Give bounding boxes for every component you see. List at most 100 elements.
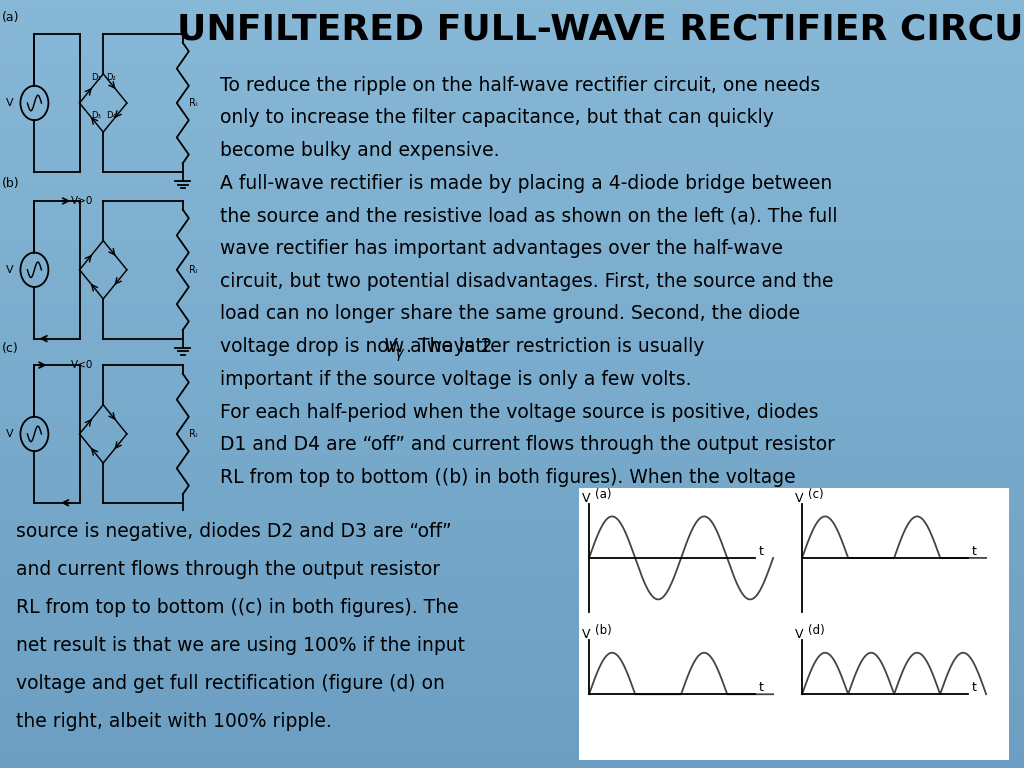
Text: load can no longer share the same ground. Second, the diode: load can no longer share the same ground… xyxy=(220,304,801,323)
Bar xyxy=(0,535,1024,538)
Bar xyxy=(0,389,1024,392)
Bar xyxy=(0,440,1024,443)
Bar xyxy=(0,48,1024,51)
Bar xyxy=(0,614,1024,617)
Text: t: t xyxy=(972,681,976,694)
Bar xyxy=(0,187,1024,190)
Bar xyxy=(0,707,1024,709)
Bar xyxy=(0,276,1024,279)
Bar xyxy=(0,133,1024,136)
Bar xyxy=(0,453,1024,455)
Text: A full-wave rectifier is made by placing a 4-diode bridge between: A full-wave rectifier is made by placing… xyxy=(220,174,833,193)
Bar xyxy=(0,317,1024,320)
Bar xyxy=(0,286,1024,290)
Bar xyxy=(0,382,1024,384)
Bar xyxy=(0,353,1024,356)
Bar xyxy=(0,141,1024,144)
Bar xyxy=(0,697,1024,699)
Bar xyxy=(0,41,1024,44)
Bar xyxy=(0,627,1024,630)
Bar xyxy=(0,215,1024,217)
Text: V: V xyxy=(582,628,591,641)
Bar xyxy=(0,476,1024,478)
Text: important if the source voltage is only a few volts.: important if the source voltage is only … xyxy=(220,370,691,389)
Bar xyxy=(0,169,1024,171)
Bar xyxy=(0,154,1024,156)
Bar xyxy=(0,466,1024,468)
Text: net result is that we are using 100% if the input: net result is that we are using 100% if … xyxy=(16,636,465,655)
Bar xyxy=(0,724,1024,727)
Bar xyxy=(0,302,1024,305)
Bar xyxy=(0,67,1024,69)
Bar xyxy=(0,474,1024,476)
Bar xyxy=(0,98,1024,100)
Bar xyxy=(0,92,1024,94)
Bar xyxy=(0,576,1024,578)
Bar xyxy=(0,676,1024,678)
Bar xyxy=(0,192,1024,194)
Bar xyxy=(0,586,1024,589)
Bar xyxy=(0,230,1024,233)
Bar xyxy=(0,59,1024,61)
Bar xyxy=(0,179,1024,182)
Bar xyxy=(0,182,1024,184)
Bar xyxy=(0,712,1024,714)
Bar xyxy=(0,538,1024,540)
Bar xyxy=(0,243,1024,246)
Bar xyxy=(0,202,1024,205)
Bar xyxy=(0,210,1024,213)
Bar xyxy=(0,177,1024,179)
Text: V: V xyxy=(795,628,804,641)
Bar xyxy=(0,678,1024,681)
Bar xyxy=(0,392,1024,394)
Bar xyxy=(0,561,1024,563)
Bar xyxy=(0,647,1024,650)
Text: V<0: V<0 xyxy=(71,359,93,369)
Bar xyxy=(0,374,1024,376)
Bar xyxy=(0,144,1024,146)
Bar xyxy=(0,758,1024,760)
Bar xyxy=(0,553,1024,555)
Bar xyxy=(0,284,1024,286)
Bar xyxy=(0,77,1024,79)
Bar xyxy=(0,118,1024,121)
Bar xyxy=(0,223,1024,225)
Bar xyxy=(0,167,1024,169)
Text: V>0: V>0 xyxy=(71,196,93,206)
Bar xyxy=(0,425,1024,428)
Bar xyxy=(0,578,1024,581)
Bar xyxy=(0,540,1024,543)
Bar xyxy=(0,333,1024,336)
Bar xyxy=(0,497,1024,499)
Bar xyxy=(0,471,1024,474)
Bar xyxy=(0,607,1024,609)
Bar xyxy=(0,409,1024,412)
Bar xyxy=(0,386,1024,389)
Bar xyxy=(0,105,1024,108)
Bar xyxy=(0,131,1024,133)
Bar xyxy=(0,489,1024,492)
Text: UNFILTERED FULL-WAVE RECTIFIER CIRCUIT: UNFILTERED FULL-WAVE RECTIFIER CIRCUIT xyxy=(177,13,1024,47)
Bar xyxy=(0,233,1024,236)
Bar xyxy=(0,443,1024,445)
Bar xyxy=(0,156,1024,159)
Bar xyxy=(0,148,1024,151)
Bar xyxy=(0,753,1024,755)
Bar xyxy=(0,292,1024,294)
Bar xyxy=(0,128,1024,131)
Bar xyxy=(0,505,1024,507)
Bar xyxy=(0,64,1024,67)
Bar xyxy=(0,361,1024,363)
Bar xyxy=(0,743,1024,745)
Bar xyxy=(0,10,1024,13)
Text: (c): (c) xyxy=(808,488,823,501)
Bar xyxy=(0,102,1024,105)
Bar xyxy=(0,632,1024,635)
Bar xyxy=(0,660,1024,663)
Bar xyxy=(0,563,1024,566)
Bar xyxy=(0,159,1024,161)
Bar xyxy=(0,282,1024,284)
Bar xyxy=(0,432,1024,435)
Bar xyxy=(0,402,1024,405)
Bar xyxy=(0,438,1024,440)
